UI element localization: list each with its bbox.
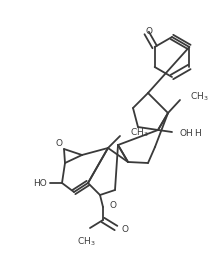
Text: CH$_3$: CH$_3$ xyxy=(130,127,149,139)
Text: O: O xyxy=(145,27,152,36)
Text: HO: HO xyxy=(33,178,47,187)
Text: CH$_3$: CH$_3$ xyxy=(190,91,209,103)
Text: H: H xyxy=(194,130,201,139)
Text: O: O xyxy=(55,139,62,148)
Text: OH: OH xyxy=(180,130,194,139)
Text: O: O xyxy=(109,201,116,210)
Text: O: O xyxy=(122,225,129,234)
Text: CH$_3$: CH$_3$ xyxy=(77,236,95,248)
